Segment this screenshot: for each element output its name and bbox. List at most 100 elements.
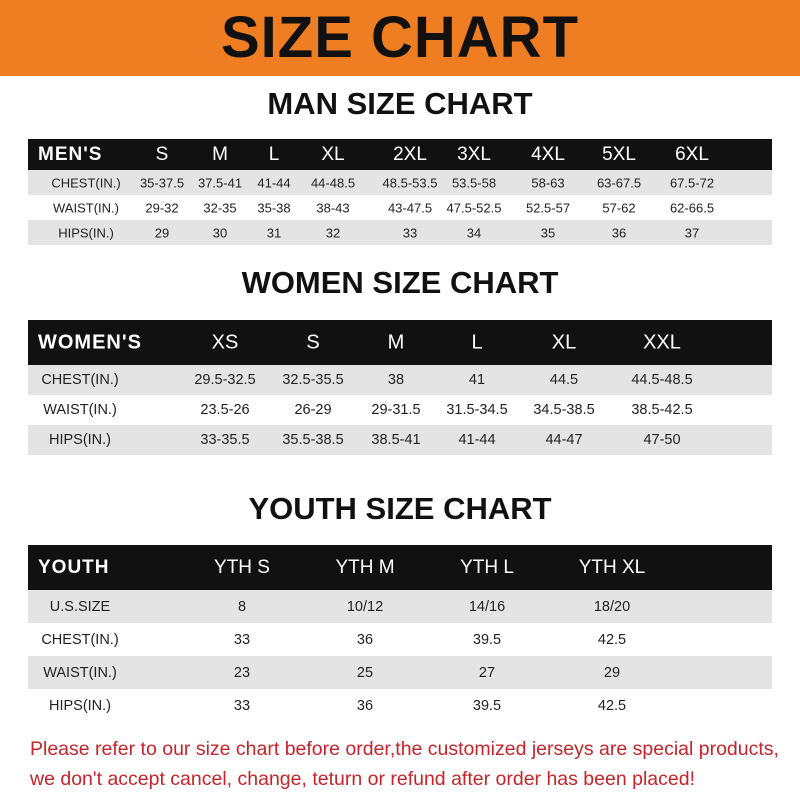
cell-value: 35-38 — [257, 200, 291, 215]
cell-value: 31.5-34.5 — [446, 402, 508, 418]
cell-value: 36 — [356, 697, 374, 714]
cell-value: 29 — [603, 664, 621, 681]
women-size-table: WOMEN'S XS S M L XL XXL CHEST(IN.) 29.5-32.5 32.5… — [28, 320, 772, 455]
size-header: 4XL — [531, 143, 565, 165]
header-row: MEN'S S M L XL 2XL 3XL 4XL 5XL 6XL — [28, 139, 772, 170]
cell-value: 43-47.5 — [387, 200, 433, 215]
cell-value: 52.5-57 — [525, 200, 571, 215]
row-label: CHEST(IN.) — [41, 372, 119, 388]
men-title: MAN SIZE CHART — [267, 86, 533, 121]
cell-value: 29-32 — [145, 200, 179, 215]
size-header: YTH S — [214, 556, 270, 578]
size-header: M — [212, 143, 228, 165]
table-label: MEN'S — [38, 143, 103, 165]
cell-value: 29 — [154, 225, 170, 240]
cell-value: 53.5-58 — [451, 175, 497, 190]
women-title: WOMEN SIZE CHART — [241, 265, 559, 300]
cell-value: 10/12 — [346, 598, 384, 615]
table-row: HIPS(IN.) 33-35.5 35.5-38.5 38.5-41 41-44 44-… — [28, 425, 772, 455]
disclaimer: Please refer to our size chart before or… — [30, 734, 790, 794]
size-header: 6XL — [675, 143, 709, 165]
cell-value: 36 — [611, 225, 627, 240]
cell-value: 33 — [233, 697, 251, 714]
cell-value: 47.5-52.5 — [446, 200, 502, 215]
cell-value: 37.5-41 — [197, 175, 243, 190]
table-row: WAIST(IN.) 23 25 27 29 — [28, 656, 772, 689]
cell-value: 44-48.5 — [310, 175, 356, 190]
youth-title: YOUTH SIZE CHART — [248, 491, 552, 526]
cell-value: 47-50 — [643, 432, 681, 448]
row-label: WAIST(IN.) — [43, 664, 117, 681]
cell-value: 44.5-48.5 — [631, 372, 693, 388]
size-header: YTH M — [335, 556, 395, 578]
size-header: YTH XL — [578, 556, 646, 578]
disclaimer-line-1: Please refer to our size chart before or… — [30, 738, 779, 760]
size-header: L — [268, 143, 280, 165]
size-header: S — [306, 331, 320, 353]
cell-value: 48.5-53.5 — [382, 175, 438, 190]
youth-size-table: YOUTH YTH S YTH M YTH L YTH XL U.S.SIZE 8 10/12… — [28, 545, 772, 722]
table-row: CHEST(IN.) 35-37.5 37.5-41 41-44 44-48.5 48.5… — [28, 170, 772, 195]
men-size-table: MEN'S S M L XL 2XL 3XL 4XL 5XL 6XL CHEST(IN.) 35-37… — [28, 139, 772, 245]
cell-value: 41-44 — [257, 175, 291, 190]
row-label: WAIST(IN.) — [53, 200, 119, 215]
row-label: U.S.SIZE — [49, 598, 111, 615]
cell-value: 42.5 — [597, 631, 627, 648]
cell-value: 29-31.5 — [371, 402, 421, 418]
cell-value: 32 — [325, 225, 341, 240]
size-header: XL — [321, 143, 345, 165]
cell-value: 67.5-72 — [669, 175, 715, 190]
cell-value: 42.5 — [597, 697, 627, 714]
cell-value: 18/20 — [593, 598, 631, 615]
cell-value: 34 — [466, 225, 482, 240]
row-label: HIPS(IN.) — [48, 432, 112, 448]
cell-value: 62-66.5 — [669, 200, 715, 215]
cell-value: 35.5-38.5 — [282, 432, 344, 448]
table-row: CHEST(IN.) 29.5-32.5 32.5-35.5 38 41 44.5 44.5… — [28, 365, 772, 395]
row-label: CHEST(IN.) — [51, 175, 121, 190]
table-row: WAIST(IN.) 23.5-26 26-29 29-31.5 31.5-34.5 34… — [28, 395, 772, 425]
size-header: S — [155, 143, 169, 165]
cell-value: 39.5 — [472, 631, 502, 648]
cell-value: 26-29 — [294, 402, 332, 418]
table-row: HIPS(IN.) 33 36 39.5 42.5 — [28, 689, 772, 722]
cell-value: 41 — [468, 372, 486, 388]
table-row: HIPS(IN.) 29 30 31 32 33 34 35 36 37 — [28, 220, 772, 245]
cell-value: 38.5-41 — [371, 432, 421, 448]
table-label: WOMEN'S — [38, 331, 142, 353]
cell-value: 44-47 — [545, 432, 583, 448]
size-header: XS — [211, 331, 239, 353]
cell-value: 35-37.5 — [139, 175, 185, 190]
cell-value: 14/16 — [468, 598, 506, 615]
header-row: YOUTH YTH S YTH M YTH L YTH XL — [28, 545, 772, 590]
cell-value: 38 — [387, 372, 405, 388]
cell-value: 31 — [266, 225, 282, 240]
size-header: 2XL — [393, 143, 427, 165]
table-row: CHEST(IN.) 33 36 39.5 42.5 — [28, 623, 772, 656]
cell-value: 57-62 — [602, 200, 636, 215]
size-header: 5XL — [602, 143, 636, 165]
size-header: 3XL — [457, 143, 491, 165]
size-header: M — [387, 331, 405, 353]
cell-value: 23 — [233, 664, 251, 681]
banner-title: SIZE CHART — [221, 5, 579, 70]
header-row: WOMEN'S XS S M L XL XXL — [28, 320, 772, 365]
banner: SIZE CHART — [0, 0, 800, 76]
cell-value: 38-43 — [316, 200, 350, 215]
table-label: YOUTH — [38, 556, 110, 578]
cell-value: 32-35 — [203, 200, 237, 215]
row-label: CHEST(IN.) — [41, 631, 119, 648]
size-header: L — [471, 331, 483, 353]
row-label: HIPS(IN.) — [48, 697, 112, 714]
size-header: XXL — [643, 331, 681, 353]
cell-value: 44.5 — [549, 372, 579, 388]
cell-value: 33 — [402, 225, 418, 240]
cell-value: 36 — [356, 631, 374, 648]
cell-value: 23.5-26 — [200, 402, 250, 418]
cell-value: 27 — [478, 664, 496, 681]
table-row: WAIST(IN.) 29-32 32-35 35-38 38-43 43-47.5 47.… — [28, 195, 772, 220]
cell-value: 33 — [233, 631, 251, 648]
cell-value: 63-67.5 — [596, 175, 642, 190]
cell-value: 29.5-32.5 — [194, 372, 256, 388]
cell-value: 58-63 — [531, 175, 565, 190]
